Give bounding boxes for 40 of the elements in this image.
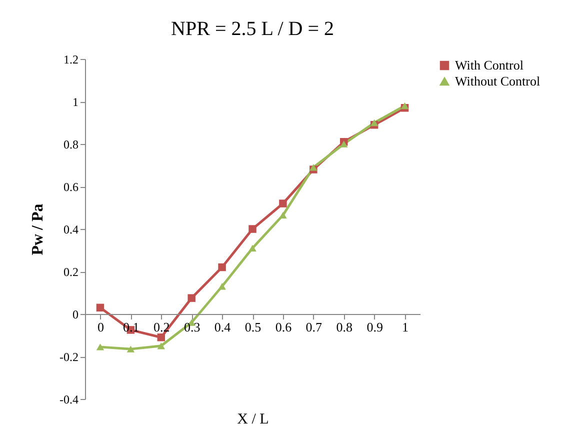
y-tick-label: 0.8 bbox=[64, 138, 78, 152]
x-tick-label: 0.4 bbox=[214, 320, 232, 334]
x-tick-label: 0.9 bbox=[366, 320, 383, 334]
x-tick-label: 0.1 bbox=[123, 320, 140, 334]
y-tick-label: 0.6 bbox=[64, 180, 78, 194]
y-tick-label: 0.2 bbox=[64, 265, 78, 279]
x-tick-label: 0.6 bbox=[275, 320, 292, 334]
point bbox=[400, 102, 409, 110]
point bbox=[279, 212, 287, 219]
point bbox=[248, 244, 256, 252]
x-tick-label: 0 bbox=[97, 320, 104, 334]
y-tick-label: 1.2 bbox=[64, 52, 78, 66]
point bbox=[96, 304, 104, 312]
point bbox=[218, 263, 226, 272]
y-tick-label: -0.4 bbox=[60, 392, 78, 406]
point bbox=[248, 225, 256, 233]
y-tick-label: 0.4 bbox=[64, 222, 78, 236]
point bbox=[126, 346, 135, 352]
point bbox=[188, 294, 196, 302]
x-tick-label: 0.5 bbox=[244, 320, 262, 334]
y-tick-label: -0.2 bbox=[60, 350, 78, 364]
point bbox=[279, 200, 287, 208]
point bbox=[157, 342, 166, 350]
legend-label: With Control bbox=[455, 58, 524, 72]
x-tick-label: 0.8 bbox=[336, 320, 352, 334]
y-tick-label: 0 bbox=[72, 308, 78, 322]
legend-label: Without Control bbox=[455, 74, 540, 88]
point bbox=[157, 334, 166, 342]
point bbox=[340, 140, 348, 148]
point bbox=[370, 119, 378, 126]
x-tick-label: 0.7 bbox=[306, 320, 323, 334]
chart-title: NPR = 2.5 L / D = 2 bbox=[171, 18, 334, 40]
x-tick-label: 0.2 bbox=[154, 320, 170, 334]
y-tick-label: 1 bbox=[72, 95, 78, 109]
point bbox=[218, 283, 226, 290]
x-tick-label: 1 bbox=[402, 320, 409, 334]
point bbox=[310, 164, 318, 171]
point bbox=[96, 344, 104, 350]
x-axis-title: X / L bbox=[237, 412, 269, 428]
y-axis-title: Pw / Pa bbox=[30, 204, 47, 256]
